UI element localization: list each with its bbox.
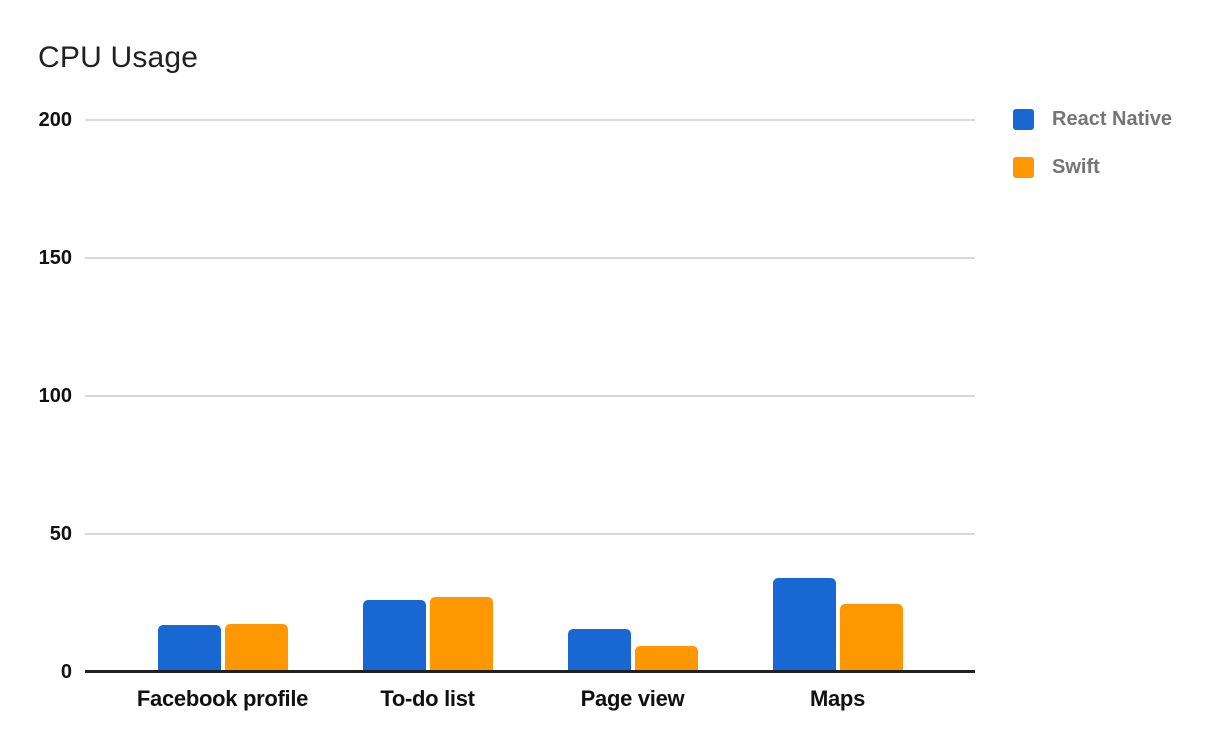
legend-item-swift: Swift (1013, 156, 1172, 178)
x-axis-label-to-do-list: To-do list (380, 686, 475, 711)
legend-item-react-native: React Native (1013, 108, 1172, 130)
legend-label-swift: Swift (1052, 156, 1100, 178)
gridline-150 (85, 257, 975, 259)
bar-group-maps (735, 120, 940, 672)
x-axis-label-facebook-profile: Facebook profile (136, 686, 309, 711)
x-axis-label-maps: Maps (809, 686, 866, 711)
bar-groups (85, 120, 975, 672)
x-axis-labels: Facebook profile To-do list Page view Maps (85, 686, 975, 712)
bar-swift-maps (839, 604, 903, 672)
bar-group-facebook-profile (120, 120, 325, 672)
legend-swatch-react-native (1013, 108, 1034, 130)
gridline-50 (85, 533, 975, 535)
legend-swatch-swift (1013, 156, 1034, 178)
bar-group-page-view (530, 120, 735, 672)
chart-title: CPU Usage (38, 41, 199, 74)
x-axis-line (85, 670, 975, 673)
legend: React Native Swift (1013, 108, 1172, 204)
x-axis-label-page-view: Page view (580, 686, 685, 711)
bar-group-to-do-list (325, 120, 530, 672)
gridline-100 (85, 395, 975, 397)
bar-react-native-facebook-profile (157, 625, 221, 672)
y-tick-label-50: 50 (49, 523, 72, 545)
y-tick-label-200: 200 (38, 109, 72, 131)
legend-label-react-native: React Native (1052, 108, 1173, 130)
y-tick-label-0: 0 (60, 661, 72, 683)
gridline-200 (85, 119, 975, 121)
bar-swift-facebook-profile (224, 623, 288, 672)
bar-react-native-maps (772, 578, 836, 672)
y-tick-label-100: 100 (38, 385, 72, 407)
y-tick-label-150: 150 (38, 247, 72, 269)
plot-area (85, 119, 975, 673)
y-axis: 0 50 100 150 200 (0, 110, 72, 682)
bar-swift-to-do-list (429, 597, 493, 672)
bar-react-native-page-view (567, 629, 631, 672)
bar-react-native-to-do-list (362, 600, 426, 672)
bar-swift-page-view (634, 645, 698, 672)
